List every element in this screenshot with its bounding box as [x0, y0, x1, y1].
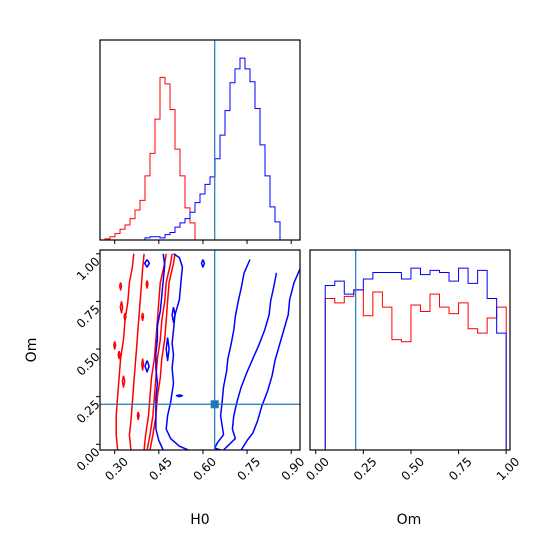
contour-series-0-level-6 — [118, 282, 123, 291]
hist-om-xtick-label: 0.75 — [446, 455, 475, 484]
contour-series-1-level-1 — [155, 253, 166, 450]
hist-om-xtick-label: 1.00 — [494, 455, 523, 484]
hist-om-series-1 — [315, 267, 507, 451]
histogram-h0-panel — [99, 39, 301, 244]
contour-series-1-level-8 — [165, 337, 170, 362]
contour-ytick-label: 0.00 — [74, 445, 103, 474]
contour-series-0-level-1 — [146, 253, 173, 450]
xlabel-h0: H0 — [190, 512, 209, 528]
contour-series-0-level-12 — [145, 280, 149, 289]
contour-series-1-level-9 — [171, 306, 176, 324]
hist-h0-series-1 — [100, 57, 300, 241]
contour-frame — [99, 249, 301, 451]
hist-om-xtick-label: 0.50 — [398, 455, 427, 484]
contour-xtick-label: 0.30 — [102, 455, 131, 484]
contour-series-0-level-10 — [117, 350, 121, 360]
contour-series-1-level-5 — [143, 259, 151, 268]
contour-ytick-label: 0.50 — [74, 350, 103, 379]
contour-series-0-level-3 — [143, 253, 167, 450]
contour-series-1-level-7 — [144, 360, 150, 373]
contour-series-0-level-8 — [121, 375, 126, 388]
contour-series-0-level-5 — [119, 301, 124, 314]
contour-series-1-level-2 — [213, 259, 251, 450]
truth-marker — [210, 400, 219, 409]
contour-series-1-level-4 — [240, 268, 300, 450]
contour-series-0-level-7 — [123, 312, 127, 322]
contour-series-0-level-13 — [136, 411, 140, 421]
histogram-om-panel: 0.00 0.25 0.50 0.75 1.00 — [303, 249, 523, 484]
contour-series-0-level-0 — [115, 253, 135, 450]
hist-om-frame — [309, 249, 511, 451]
hist-om-xtick-label: 0.25 — [351, 455, 380, 484]
contour-series-1-level-10 — [175, 394, 184, 398]
contour-xtick-label: 0.45 — [146, 455, 175, 484]
hist-h0-series-0 — [100, 76, 300, 241]
contour-ytick-label: 1.00 — [74, 255, 103, 284]
xlabel-om: Om — [397, 512, 422, 528]
ylabel-om: Om — [24, 338, 40, 363]
contour-series-1-level-6 — [200, 259, 206, 268]
contour-xtick-label: 0.75 — [235, 455, 264, 484]
contour-xtick-label: 0.90 — [279, 455, 308, 484]
hist-om-series-0 — [315, 289, 507, 451]
contour-series-0-level-9 — [113, 341, 117, 350]
contour-ytick-label: 0.25 — [74, 397, 103, 426]
contour-series-0-level-14 — [141, 358, 145, 371]
contour-series-1-level-3 — [222, 272, 278, 450]
hist-h0-frame — [99, 39, 301, 241]
contour-series-1-level-0 — [165, 253, 189, 450]
contour-lines — [113, 253, 300, 450]
contour-xtick-label: 0.60 — [190, 455, 219, 484]
contour-series-0-level-11 — [141, 312, 145, 322]
contour-ytick-label: 0.75 — [74, 302, 103, 331]
hist-om-xtick-label: 0.00 — [303, 455, 332, 484]
contour-series-0-level-2 — [128, 253, 145, 450]
contour-h0-om-panel: 0.30 0.45 0.60 0.75 0.90 0.00 0.25 0.50 0.75 1.00 — [74, 249, 308, 484]
